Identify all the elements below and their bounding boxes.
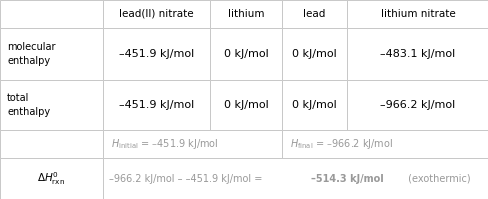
Bar xyxy=(209,80,282,130)
Text: lead(II) nitrate: lead(II) nitrate xyxy=(119,9,193,19)
Text: –514.3 kJ/mol: –514.3 kJ/mol xyxy=(310,174,383,183)
Bar xyxy=(209,0,282,28)
Text: 0 kJ/mol: 0 kJ/mol xyxy=(291,100,336,110)
Bar xyxy=(103,0,209,28)
Text: $\mathit{H}_{\mathrm{final}}$ = –966.2 kJ/mol: $\mathit{H}_{\mathrm{final}}$ = –966.2 k… xyxy=(289,137,392,151)
Bar xyxy=(103,130,282,158)
Text: 0 kJ/mol: 0 kJ/mol xyxy=(223,49,268,59)
Text: 0 kJ/mol: 0 kJ/mol xyxy=(223,100,268,110)
Bar xyxy=(209,28,282,80)
Bar xyxy=(0,28,103,80)
Bar xyxy=(103,80,209,130)
Text: molecular
enthalpy: molecular enthalpy xyxy=(7,42,55,66)
Bar xyxy=(346,0,488,28)
Bar xyxy=(0,158,103,199)
Bar xyxy=(0,130,103,158)
Text: $\mathit{H}_{\mathrm{initial}}$ = –451.9 kJ/mol: $\mathit{H}_{\mathrm{initial}}$ = –451.9… xyxy=(111,137,218,151)
Text: –966.2 kJ/mol – –451.9 kJ/mol =: –966.2 kJ/mol – –451.9 kJ/mol = xyxy=(109,174,265,183)
Bar xyxy=(282,28,346,80)
Bar xyxy=(346,80,488,130)
Bar xyxy=(0,0,103,28)
Text: $\Delta H^0_{\mathrm{rxn}}$: $\Delta H^0_{\mathrm{rxn}}$ xyxy=(38,170,65,187)
Text: lead: lead xyxy=(303,9,325,19)
Bar xyxy=(282,0,346,28)
Text: 0 kJ/mol: 0 kJ/mol xyxy=(291,49,336,59)
Bar xyxy=(282,80,346,130)
Text: –966.2 kJ/mol: –966.2 kJ/mol xyxy=(380,100,455,110)
Text: –451.9 kJ/mol: –451.9 kJ/mol xyxy=(119,49,194,59)
Text: total
enthalpy: total enthalpy xyxy=(7,93,50,117)
Text: lithium nitrate: lithium nitrate xyxy=(380,9,454,19)
Text: –483.1 kJ/mol: –483.1 kJ/mol xyxy=(380,49,455,59)
Bar xyxy=(0,80,103,130)
Text: (exothermic): (exothermic) xyxy=(404,174,469,183)
Bar xyxy=(346,28,488,80)
Bar xyxy=(103,158,488,199)
Bar xyxy=(282,130,488,158)
Bar xyxy=(103,28,209,80)
Text: –451.9 kJ/mol: –451.9 kJ/mol xyxy=(119,100,194,110)
Text: lithium: lithium xyxy=(227,9,264,19)
